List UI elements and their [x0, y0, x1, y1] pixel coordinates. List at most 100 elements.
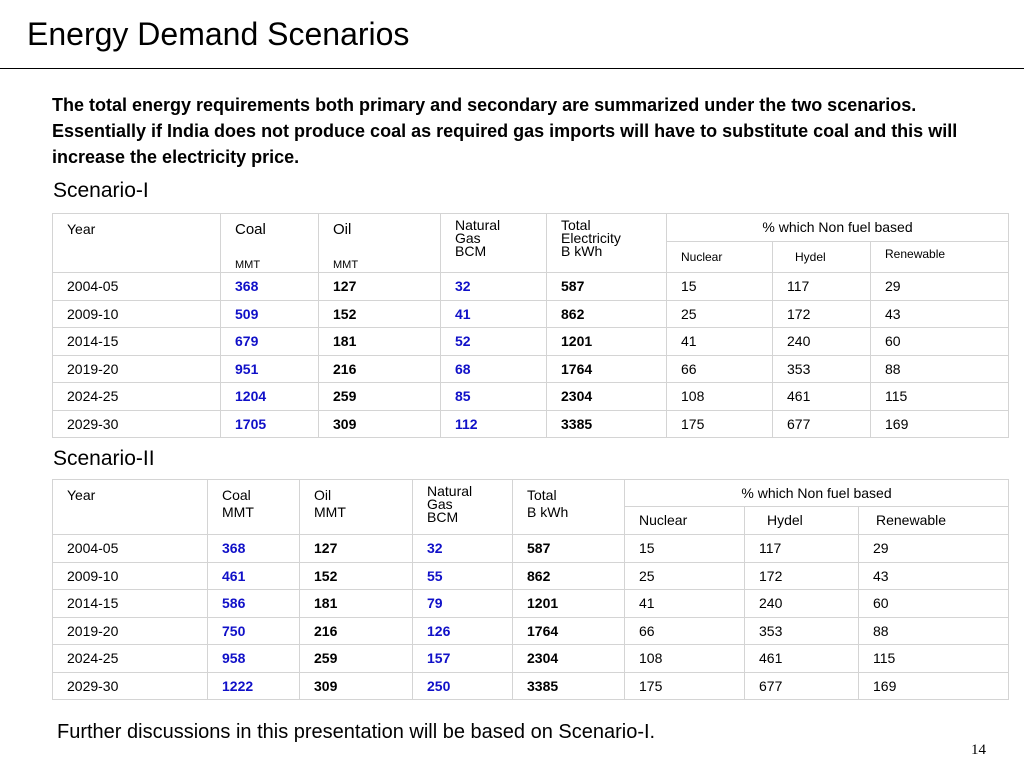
header-elec-line1: Total [527, 487, 557, 503]
cell-elec: 3385 [512, 671, 625, 700]
header-nonfuel-group: % which Non fuel based [623, 479, 1010, 507]
cell-renewable: 60 [857, 589, 1010, 618]
cell-renewable: 115 [857, 644, 1010, 673]
cell-oil: 152 [299, 561, 413, 590]
header-elec-line2: Electricity [561, 230, 621, 246]
cell-year: 2029-30 [52, 671, 208, 700]
cell-coal: 368 [220, 272, 319, 301]
cell-gas: 85 [440, 382, 547, 411]
table-row: 2004-05 368 127 32 587 15 117 29 [52, 272, 1010, 301]
table-header-row: Year Coal MMT Oil MMT Natural Gas BCM To… [52, 479, 1010, 535]
header-year: Year [52, 213, 221, 273]
cell-gas: 41 [440, 299, 547, 328]
page-number: 14 [971, 742, 986, 758]
header-gas-line2: Gas [427, 496, 453, 512]
cell-elec: 587 [512, 534, 625, 563]
cell-nuclear: 41 [666, 327, 773, 356]
cell-year: 2004-05 [52, 272, 221, 301]
title-divider [0, 68, 1024, 69]
header-gas: Natural Gas BCM [440, 213, 547, 273]
cell-hydel: 677 [772, 409, 871, 438]
header-oil: Oil MMT [299, 479, 413, 535]
cell-nuclear: 66 [624, 616, 745, 645]
table-row: 2014-15 679 181 52 1201 41 240 60 [52, 327, 1010, 356]
cell-oil: 216 [299, 616, 413, 645]
table-row: 2014-15 586 181 79 1201 41 240 60 [52, 589, 1010, 618]
header-nuclear: Nuclear [666, 241, 773, 273]
cell-hydel: 117 [744, 534, 859, 563]
cell-nuclear: 108 [666, 382, 773, 411]
table-row: 2029-30 1705 309 112 3385 175 677 169 [52, 409, 1010, 438]
header-coal: Coal MMT [220, 213, 319, 273]
cell-renewable: 43 [869, 299, 1010, 328]
cell-elec: 1201 [512, 589, 625, 618]
cell-gas: 250 [412, 671, 513, 700]
cell-year: 2019-20 [52, 616, 208, 645]
cell-gas: 79 [412, 589, 513, 618]
cell-hydel: 240 [772, 327, 871, 356]
cell-hydel: 353 [772, 354, 871, 383]
cell-nuclear: 25 [624, 561, 745, 590]
cell-coal: 958 [207, 644, 300, 673]
cell-renewable: 43 [857, 561, 1010, 590]
cell-year: 2004-05 [52, 534, 208, 563]
cell-year: 2029-30 [52, 409, 221, 438]
cell-nuclear: 25 [666, 299, 773, 328]
header-hydel: Hydel [744, 506, 859, 535]
cell-coal: 1204 [220, 382, 319, 411]
cell-nuclear: 175 [666, 409, 773, 438]
cell-year: 2009-10 [52, 561, 208, 590]
cell-gas: 32 [440, 272, 547, 301]
header-gas: Natural Gas BCM [412, 479, 513, 535]
header-gas-line3: BCM [427, 509, 459, 525]
cell-gas: 157 [412, 644, 513, 673]
cell-oil: 309 [299, 671, 413, 700]
cell-renewable: 29 [869, 272, 1010, 301]
table-subheader-row: Nuclear Hydel Renewable [53, 506, 1010, 535]
table-row: 2009-10 509 152 41 862 25 172 43 [52, 299, 1010, 328]
cell-elec: 1764 [546, 354, 667, 383]
cell-nuclear: 41 [624, 589, 745, 618]
scenario-1-table: Year Coal MMT Oil MMT Natural Gas BCM To… [52, 213, 1010, 438]
header-year: Year [52, 479, 208, 535]
table-header-row: Year Coal MMT Oil MMT Natural Gas BCM To… [52, 213, 1010, 273]
cell-hydel: 353 [744, 616, 859, 645]
table-row: 2019-20 750 216 126 1764 66 353 88 [52, 616, 1010, 645]
cell-elec: 1201 [546, 327, 667, 356]
header-nuclear: Nuclear [624, 506, 745, 535]
header-oil: Oil MMT [318, 213, 441, 273]
header-gas-line1: Natural [427, 483, 473, 499]
slide-title: Energy Demand Scenarios [27, 16, 410, 52]
cell-coal: 1705 [220, 409, 319, 438]
header-oil-line1: Oil [314, 487, 332, 503]
cell-oil: 152 [318, 299, 441, 328]
cell-hydel: 461 [744, 644, 859, 673]
cell-elec: 3385 [546, 409, 667, 438]
cell-coal: 679 [220, 327, 319, 356]
header-elec-line3: B kWh [561, 243, 603, 259]
cell-renewable: 29 [857, 534, 1010, 563]
header-coal-line2: MMT [222, 504, 254, 520]
cell-oil: 309 [318, 409, 441, 438]
cell-oil: 127 [299, 534, 413, 563]
cell-year: 2014-15 [52, 327, 221, 356]
cell-coal: 368 [207, 534, 300, 563]
cell-gas: 52 [440, 327, 547, 356]
header-coal: Coal MMT [207, 479, 300, 535]
cell-gas: 126 [412, 616, 513, 645]
table-row: 2019-20 951 216 68 1764 66 353 88 [52, 354, 1010, 383]
cell-renewable: 169 [857, 671, 1010, 700]
header-coal-line1: Coal [222, 487, 251, 503]
scenario-1-label: Scenario-I [53, 179, 149, 202]
header-oil-unit: MMT [333, 259, 359, 271]
cell-hydel: 172 [772, 299, 871, 328]
cell-nuclear: 15 [624, 534, 745, 563]
header-gas-line1: Natural [455, 217, 501, 233]
cell-nuclear: 66 [666, 354, 773, 383]
header-electricity: Total Electricity B kWh [546, 213, 667, 273]
cell-year: 2014-15 [52, 589, 208, 618]
cell-oil: 259 [318, 382, 441, 411]
cell-oil: 181 [318, 327, 441, 356]
cell-gas: 32 [412, 534, 513, 563]
table-row: 2004-05 368 127 32 587 15 117 29 [52, 534, 1010, 563]
